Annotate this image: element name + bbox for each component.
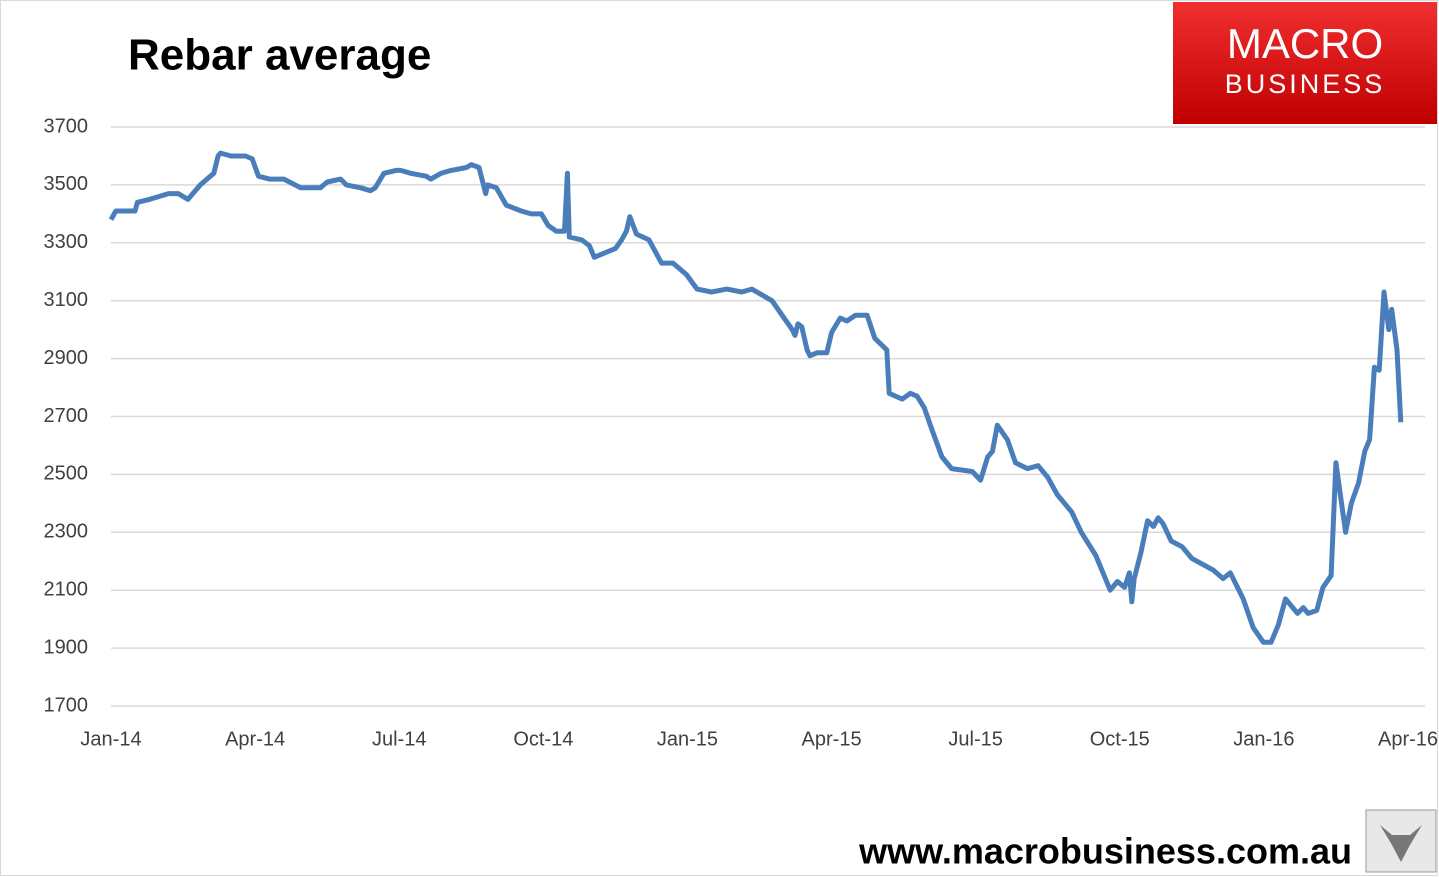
x-tick-label: Oct-15 (1090, 728, 1150, 750)
x-tick-label: Jan-15 (657, 728, 718, 750)
x-tick-label: Jul-15 (948, 728, 1002, 750)
y-tick-label: 1700 (44, 694, 89, 716)
y-tick-label: 2700 (44, 405, 89, 427)
x-tick-label: Apr-15 (802, 728, 862, 750)
chart-title: Rebar average (128, 31, 431, 80)
y-tick-label: 2500 (44, 463, 89, 485)
y-tick-label: 3100 (44, 289, 89, 311)
logo-line1: MACRO (1227, 20, 1383, 67)
y-tick-label: 2900 (44, 347, 89, 369)
logo-box (1173, 2, 1437, 124)
line-series (108, 150, 1404, 645)
y-tick-label: 3500 (44, 173, 89, 195)
x-tick-label: Jul-14 (372, 728, 426, 750)
x-tick-label: Apr-14 (225, 728, 285, 750)
y-tick-label: 2300 (44, 521, 89, 543)
x-tick-label: Jan-16 (1233, 728, 1294, 750)
x-tick-label: Jan-14 (80, 728, 141, 750)
y-tick-label: 3300 (44, 231, 89, 253)
x-tick-label: Oct-14 (513, 728, 573, 750)
footer-url: www.macrobusiness.com.au (858, 831, 1352, 872)
y-tick-label: 3700 (44, 115, 89, 137)
fox-icon (1380, 825, 1422, 862)
logo-line2: BUSINESS (1225, 69, 1386, 99)
y-tick-label: 1900 (44, 636, 89, 658)
y-tick-label: 2100 (44, 578, 89, 600)
x-tick-label: Apr-16 (1378, 728, 1438, 750)
